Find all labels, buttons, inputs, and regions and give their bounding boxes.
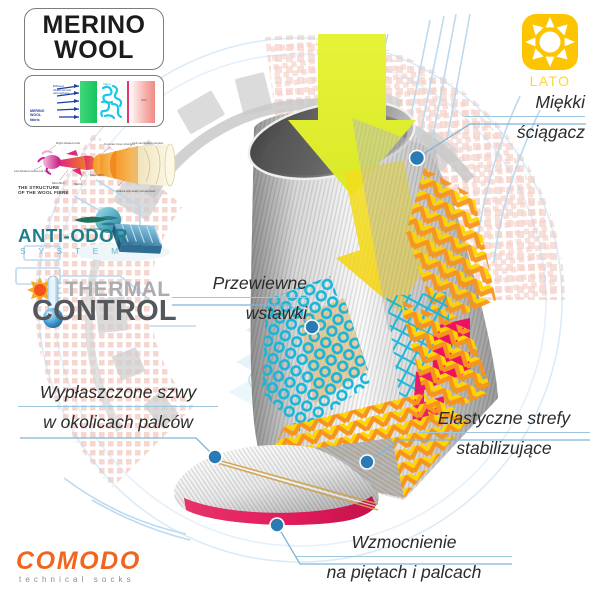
callout-rule — [296, 556, 512, 558]
toe-sole-band — [184, 496, 376, 525]
season-badge: LATO — [517, 14, 583, 89]
vapor-swirl-icon — [100, 84, 123, 120]
callout-miekki-line1: Miękki — [535, 92, 585, 112]
marker-mesh — [304, 319, 320, 335]
callout-wzmocnienie-line1: Wzmocnienie — [351, 532, 457, 552]
merino-title-line1: MERINO — [42, 11, 146, 39]
skin-line-shape — [127, 81, 129, 123]
anti-odor-line1: ANTI-ODOR — [18, 225, 129, 246]
callout-miekki-sciagacz: Miękki ściągacz — [465, 92, 585, 143]
marker-cuff — [408, 149, 426, 167]
thermal-line2: CONTROL — [32, 295, 177, 327]
marker-toe-top — [207, 449, 223, 465]
svg-text:Cell-membrane complex: Cell-membrane complex — [132, 141, 164, 145]
svg-text:Macrofibril: Macrofibril — [90, 173, 104, 177]
svg-text:Complex inner-structure: Complex inner-structure — [104, 142, 135, 146]
svg-text:Microfibril: Microfibril — [52, 181, 65, 185]
marker-heel — [359, 454, 375, 470]
sun-badge-tile — [522, 14, 578, 70]
anti-odor-badge: MICRO FIBER ANTI-ODOR S Y S T E M — [12, 204, 187, 262]
comodo-logo: COMODO technical socks — [16, 548, 141, 585]
callout-wzmocnienie-line2: na piętach i palcach — [326, 562, 482, 583]
callout-przewiewne-wstawki: Przewiewne wstawki — [172, 273, 307, 324]
callout-rule — [18, 406, 218, 408]
marker-dots — [207, 149, 426, 533]
callout-elastyczne-strefy: Elastyczne strefy stabilizujące — [418, 408, 590, 459]
fibre-caption: THE STRUCTURE OF THE WOOL FIBRE — [18, 184, 69, 196]
svg-text:Left-handed coiled-coil rope: Left-handed coiled-coil rope — [14, 169, 50, 173]
callout-rule — [465, 116, 585, 118]
season-label: LATO — [529, 73, 571, 89]
callout-wyplaszczone-line2: w okolicach palców — [43, 412, 193, 433]
marker-toe-sole — [269, 517, 285, 533]
comodo-wordmark: COMODO — [16, 547, 141, 575]
wool-fibre-illustration: Right-handed coils Left-handed coiled-co… — [14, 141, 176, 193]
callout-rule — [172, 297, 307, 299]
callout-elastyczne-line1: Elastyczne strefy — [437, 408, 571, 428]
callout-przewiewne-line2: wstawki — [245, 303, 307, 324]
anti-odor-wordmark: ANTI-ODOR S Y S T E M — [18, 226, 128, 257]
merino-moisture-diagram: Efficient dispersal into atmosphere Vapo… — [24, 75, 164, 127]
chevron-zone-upper — [406, 168, 496, 326]
callout-wyplaszczone-line1: Wypłaszczone szwy — [39, 382, 197, 402]
diagram-label-vapor: Vapor — [103, 82, 112, 86]
merino-title-line2: WOOL — [54, 36, 134, 64]
wool-fibre-structure-badge: Right-handed coils Left-handed coiled-co… — [12, 136, 182, 198]
skin-layer-shape — [129, 81, 155, 123]
feature-badge-column: MERINO WOOL — [8, 8, 188, 334]
sun-icon — [525, 17, 575, 67]
diagram-label-fabric: MERINO WOOL fabric — [30, 108, 45, 122]
callout-wzmocnienie: Wzmocnienie na piętach i palcach — [296, 532, 512, 583]
merino-wool-badge: MERINO WOOL — [24, 8, 164, 70]
thermal-line1: THERMAL — [65, 278, 171, 301]
thermometer-icon — [27, 275, 63, 328]
callout-wyplaszczone-szwy: Wypłaszczone szwy w okolicach palców — [18, 382, 218, 433]
svg-text:Natural anti-static cell-serra: Natural anti-static cell-serrated — [116, 189, 156, 193]
anti-odor-illustration: MICRO FIBER — [67, 207, 170, 261]
vapor-arrows-icon — [56, 84, 80, 119]
callout-elastyczne-line2: stabilizujące — [456, 438, 552, 459]
comodo-tagline: technical socks — [19, 575, 135, 584]
thermal-control-badge: THERMAL CONTROL — [18, 274, 196, 334]
diagram-label-efficient: Efficient dispersal into atmosphere — [53, 84, 72, 96]
callout-przewiewne-line1: Przewiewne — [212, 273, 307, 293]
svg-text:MICRO FIBER: MICRO FIBER — [84, 227, 101, 231]
sock-toe — [174, 444, 379, 525]
svg-text:Matrix: Matrix — [74, 182, 82, 186]
fabric-layer-shape — [80, 81, 97, 123]
callout-rule — [418, 432, 590, 434]
diagram-label-skin: Skin — [141, 98, 148, 102]
callout-miekki-line2: ściągacz — [516, 122, 585, 143]
anti-odor-line2: S Y S T E M — [20, 246, 124, 256]
svg-text:Right-handed coils: Right-handed coils — [56, 141, 80, 145]
